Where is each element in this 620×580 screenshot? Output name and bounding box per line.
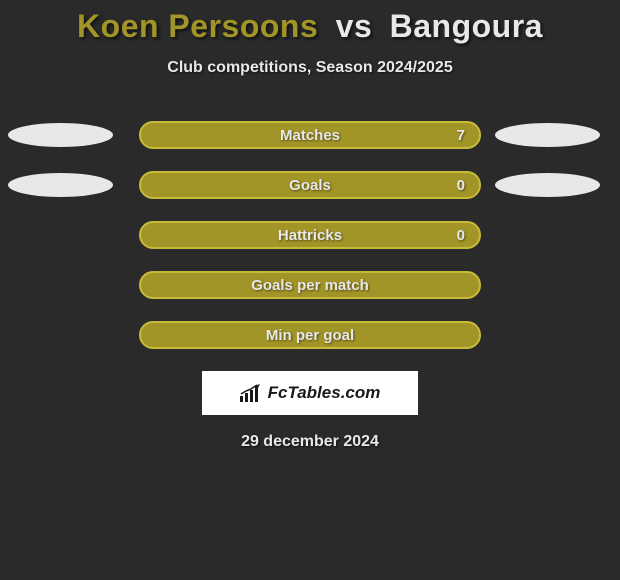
stat-bar: Goals 0 — [139, 171, 481, 199]
stat-row: Goals 0 — [0, 171, 620, 199]
stat-bar: Hattricks 0 — [139, 221, 481, 249]
vs-label: vs — [336, 8, 373, 44]
stat-value: 0 — [457, 177, 465, 194]
stat-label: Hattricks — [278, 227, 342, 244]
ellipse-right — [495, 173, 600, 197]
chart-icon — [240, 384, 262, 402]
stat-label: Goals per match — [251, 277, 369, 294]
page-title: Koen Persoons vs Bangoura — [0, 8, 620, 45]
stat-row: Hattricks 0 — [0, 221, 620, 249]
stat-bar: Matches 7 — [139, 121, 481, 149]
stat-label: Min per goal — [266, 327, 354, 344]
stat-value: 0 — [457, 227, 465, 244]
player1-name: Koen Persoons — [77, 8, 318, 44]
date-label: 29 december 2024 — [0, 433, 620, 451]
stat-bar: Min per goal — [139, 321, 481, 349]
stats-rows: Matches 7 Goals 0 Hattricks 0 Goals per match M… — [0, 121, 620, 349]
ellipse-right — [495, 123, 600, 147]
stat-row: Matches 7 — [0, 121, 620, 149]
stat-value: 7 — [457, 127, 465, 144]
comparison-widget: Koen Persoons vs Bangoura Club competiti… — [0, 0, 620, 451]
subtitle: Club competitions, Season 2024/2025 — [0, 59, 620, 77]
player2-name: Bangoura — [390, 8, 543, 44]
stat-row: Min per goal — [0, 321, 620, 349]
stat-bar: Goals per match — [139, 271, 481, 299]
ellipse-left — [8, 173, 113, 197]
ellipse-left — [8, 123, 113, 147]
stat-row: Goals per match — [0, 271, 620, 299]
stat-label: Goals — [289, 177, 331, 194]
brand-logo: FcTables.com — [202, 371, 418, 415]
brand-name: FcTables.com — [268, 383, 381, 403]
stat-label: Matches — [280, 127, 340, 144]
